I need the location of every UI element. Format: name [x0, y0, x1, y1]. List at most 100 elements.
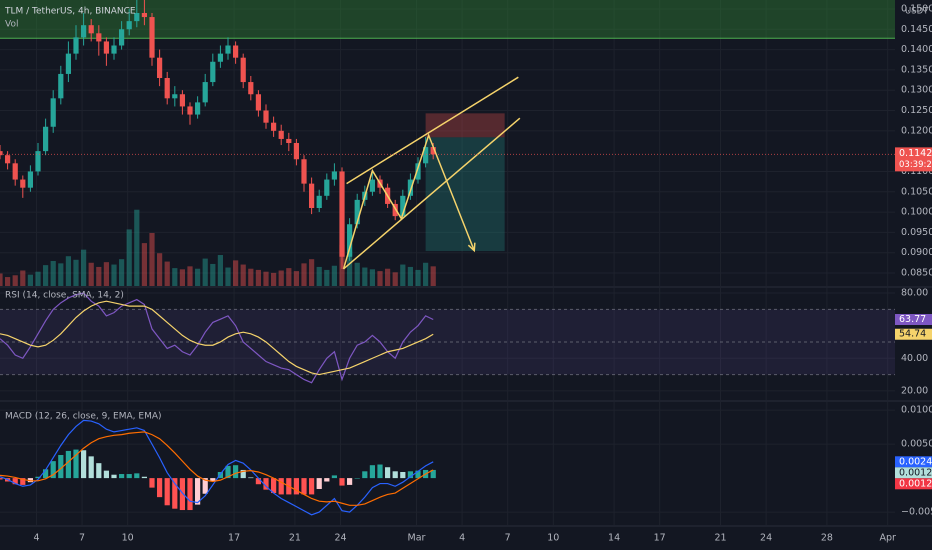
candle-body — [157, 57, 163, 78]
macd-histogram-bar — [225, 465, 231, 479]
resistance-zone — [0, 0, 895, 39]
unit-label: USDT — [905, 7, 929, 17]
candle-body — [423, 147, 429, 164]
volume-bar — [233, 260, 239, 286]
volume-bar — [12, 275, 18, 286]
candle-body — [164, 78, 170, 99]
y-tick-label: 0.1350 — [901, 64, 932, 75]
macd-histogram-bar — [263, 478, 269, 490]
volume-bar — [172, 268, 178, 286]
y-tick-label: −0.0050 — [901, 507, 932, 518]
macd-histogram-bar — [88, 456, 94, 479]
macd-histogram-bar — [392, 471, 398, 479]
candle-body — [126, 21, 132, 30]
volume-bar — [377, 271, 383, 286]
pane — [0, 402, 895, 525]
macd-histogram-bar — [278, 478, 284, 495]
macd-histogram-bar — [96, 463, 102, 479]
volume-bar — [111, 264, 117, 286]
volume-bar — [126, 229, 132, 286]
x-tick-label: 17 — [228, 533, 240, 544]
macd-histogram-bar — [43, 469, 49, 479]
macd-histogram-bar — [293, 478, 300, 495]
macd-histogram-bar — [430, 469, 436, 479]
macd-histogram-bar — [407, 471, 414, 479]
volume-bar — [210, 263, 216, 286]
volume-bar — [240, 264, 246, 286]
pane — [0, 288, 895, 400]
rsi-title: RSI (14, close, SMA, 14, 2) — [5, 291, 124, 301]
x-tick-label: 7 — [505, 533, 511, 544]
volume-bar — [278, 270, 284, 286]
macd-histogram-bar — [50, 461, 56, 479]
candle-body — [73, 37, 79, 54]
volume-bar — [35, 271, 41, 286]
volume-bar — [187, 266, 193, 286]
y-tick-label: 0.1250 — [901, 105, 932, 116]
volume-bar — [103, 262, 110, 286]
x-tick-label: Apr — [879, 533, 896, 544]
macd-histogram-bar — [119, 474, 125, 479]
macd-histogram-bar — [73, 449, 79, 479]
candle-body — [240, 57, 246, 83]
volume-bar — [286, 268, 292, 286]
chart-title: TLM / TetherUS, 4h, BINANCE — [4, 7, 136, 17]
macd-histogram-bar — [195, 478, 201, 505]
price-tag-value: 0.1142 — [899, 148, 932, 159]
price-tag — [895, 147, 932, 172]
candle-body — [179, 94, 186, 107]
candle-body — [5, 155, 11, 164]
macd-histogram-bar — [20, 478, 26, 485]
value-tag-label: 0.0012 — [899, 467, 932, 478]
macd-histogram-bar — [354, 478, 360, 479]
macd-histogram-bar — [27, 478, 34, 483]
volume-bar — [157, 253, 163, 286]
rsi-line — [0, 292, 434, 384]
channel-line — [343, 117, 521, 270]
volume-bar — [293, 271, 300, 286]
macd-histogram-bar — [415, 470, 421, 479]
macd-histogram-bar — [58, 455, 64, 479]
x-tick-label: 14 — [608, 533, 620, 544]
macd-histogram-bar — [35, 476, 41, 479]
candle-body — [43, 126, 49, 152]
candle-body — [255, 94, 262, 111]
x-tick-label: 10 — [547, 533, 559, 544]
pattern-path — [342, 133, 475, 270]
macd-histogram-bar — [210, 478, 216, 482]
macd-histogram-bar — [202, 478, 208, 494]
volume-label: Vol — [5, 20, 18, 30]
candle-body — [20, 179, 26, 188]
macd-histogram-bar — [81, 450, 87, 479]
value-tag-label: 0.0012 — [899, 478, 932, 489]
macd-histogram-bar — [179, 478, 186, 511]
volume-bar — [0, 273, 3, 286]
candle-body — [58, 73, 64, 99]
candle-body — [12, 163, 18, 180]
candle-body — [271, 122, 277, 131]
volume-bar — [369, 269, 376, 286]
macd-histogram-bar — [141, 476, 148, 479]
volume-bar — [392, 272, 398, 286]
macd-histogram-bar — [164, 478, 170, 506]
volume-bar — [27, 274, 34, 286]
candle-body — [392, 203, 398, 217]
candle-body — [286, 138, 292, 143]
candle-body — [248, 82, 254, 95]
candle-body — [331, 171, 338, 180]
volume-bar — [309, 259, 315, 286]
macd-histogram-bar — [316, 478, 322, 489]
volume-bar — [248, 268, 254, 286]
candle-body — [111, 45, 117, 54]
macd-histogram-bar — [362, 471, 368, 479]
candle-body — [65, 53, 72, 74]
y-tick-label: 0.1400 — [901, 44, 932, 55]
y-tick-label: 0.1100 — [901, 166, 932, 177]
macd-histogram-bar — [233, 465, 239, 479]
volume-bar — [301, 263, 307, 286]
y-tick-label: 0.1300 — [901, 85, 932, 96]
y-tick-label: 0.1500 — [901, 3, 932, 14]
candle-body — [301, 159, 307, 184]
candle-body — [354, 199, 360, 225]
volume-bar — [149, 232, 155, 286]
